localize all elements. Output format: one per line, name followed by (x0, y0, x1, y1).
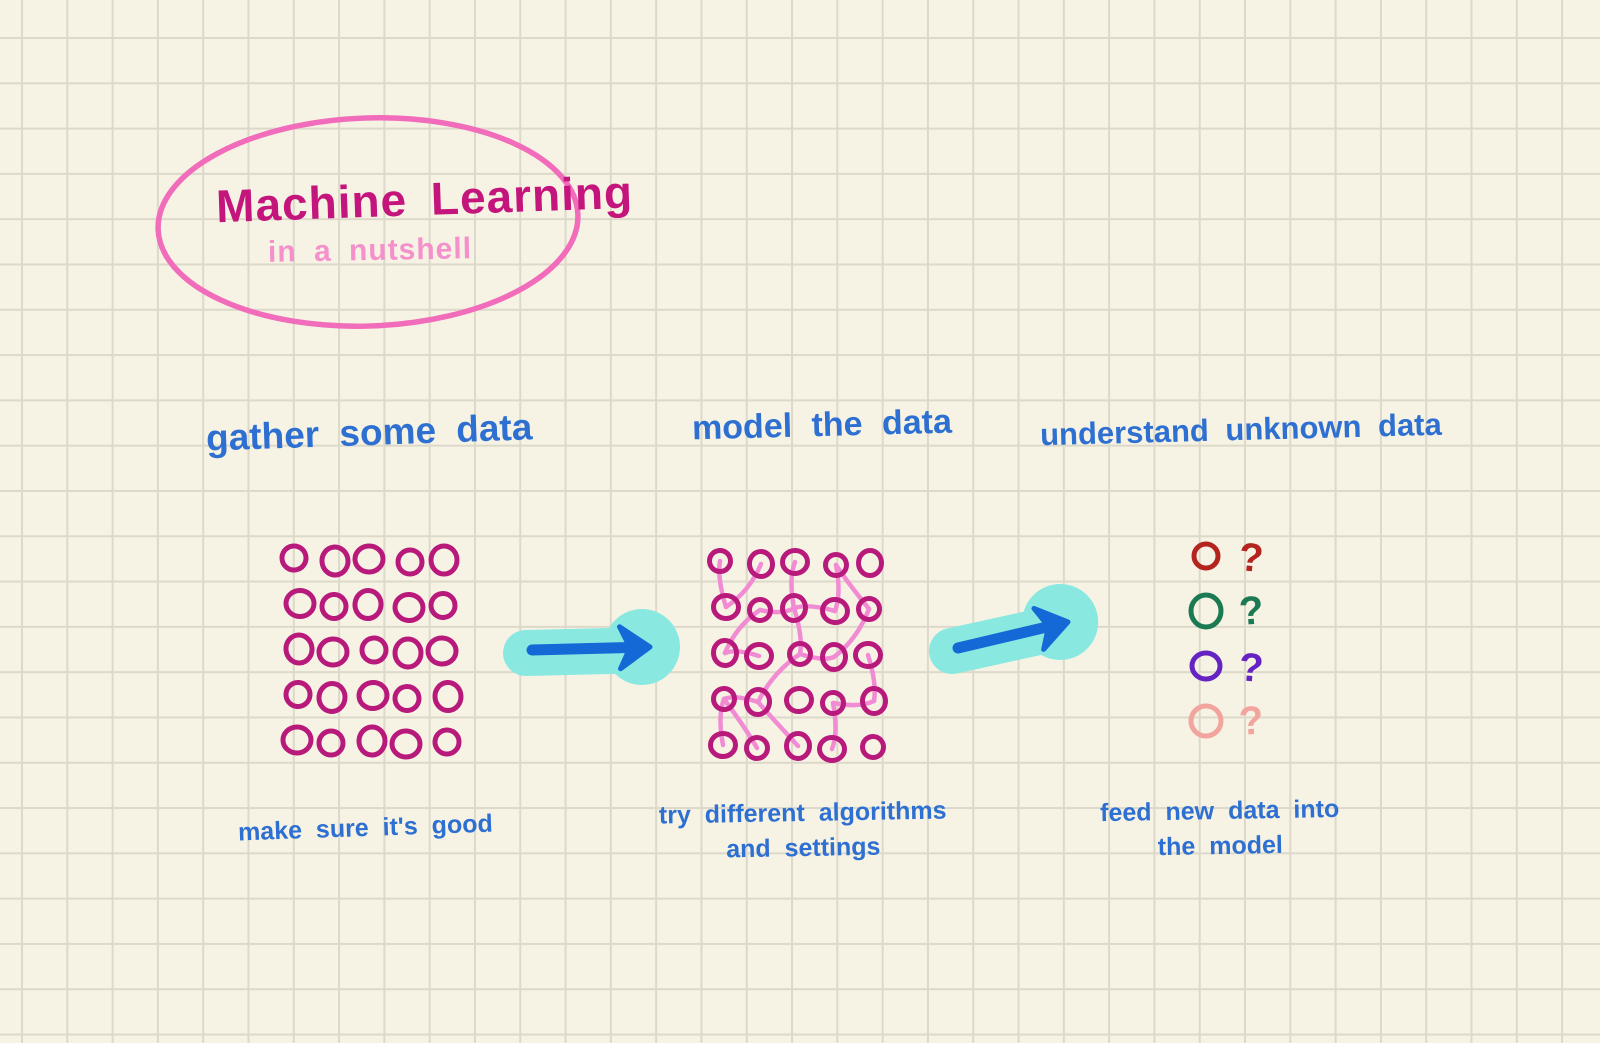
caption-line: feed new data into (1099, 794, 1340, 828)
network-edge (865, 652, 877, 704)
network-node (780, 547, 810, 577)
network-edge (791, 604, 838, 614)
network-node (860, 734, 886, 760)
question-mark: ? (1238, 698, 1265, 744)
question-mark: ? (1237, 645, 1265, 691)
data-point (352, 543, 386, 575)
data-point (319, 544, 351, 578)
unknown-circle (1188, 592, 1224, 630)
network-node (853, 640, 883, 670)
caption-line: the model (1157, 830, 1284, 862)
network-node (820, 596, 850, 626)
data-point (283, 587, 317, 620)
data-point (280, 724, 314, 756)
unknown-circle (1191, 541, 1221, 571)
network-edge (721, 695, 761, 705)
data-point (395, 547, 425, 577)
question-mark: ? (1238, 588, 1265, 634)
network-node (859, 686, 889, 716)
data-point (428, 591, 458, 620)
network-node (779, 593, 809, 623)
network-node (784, 685, 814, 715)
flow-arrow-shaft (526, 641, 640, 656)
network-edge (797, 651, 837, 661)
data-point (283, 632, 315, 666)
network-edge (833, 562, 872, 612)
unknown-circle (1189, 650, 1223, 682)
caption-line: try different algorithms (658, 796, 947, 830)
network-node (708, 730, 738, 760)
network-node (819, 642, 849, 672)
network-edge (755, 699, 801, 749)
network-node (746, 549, 776, 579)
network-node (710, 638, 740, 668)
network-edge (755, 651, 803, 705)
flow-arrow-head (616, 624, 653, 672)
network-node (856, 548, 884, 578)
network-edge (722, 649, 762, 659)
network-node (711, 592, 741, 622)
data-point (316, 728, 346, 758)
data-point (425, 635, 459, 667)
question-mark: ? (1237, 535, 1265, 581)
network-node (747, 597, 773, 623)
network-node (820, 690, 846, 716)
network-edge (791, 605, 803, 657)
network-node (711, 686, 737, 712)
data-point (356, 679, 390, 712)
network-node (817, 734, 847, 764)
network-node (743, 687, 773, 717)
caption-line: and settings (725, 832, 881, 864)
title-circle-outline (155, 115, 581, 329)
step-caption-model: try different algorithms and settings (647, 793, 958, 868)
page-subtitle: in a nutshell (267, 232, 473, 269)
network-node (707, 548, 733, 574)
data-point (279, 543, 309, 573)
data-point (392, 636, 424, 670)
network-edge (723, 561, 764, 610)
network-node (787, 641, 813, 667)
step-heading-model: model the data (691, 402, 953, 448)
network-edge (717, 558, 729, 610)
network-edge (757, 605, 797, 615)
data-point (319, 592, 349, 621)
network-edge (718, 696, 727, 748)
network-edge (829, 700, 838, 752)
data-point (352, 588, 384, 621)
unknown-circle (1188, 703, 1224, 739)
data-point (359, 635, 389, 665)
network-edge (789, 559, 798, 611)
data-point (432, 727, 462, 757)
data-point (283, 680, 313, 709)
data-point (316, 636, 350, 668)
network-node (856, 596, 882, 622)
data-point (428, 543, 460, 577)
network-node (744, 735, 770, 761)
network-edge (721, 696, 760, 751)
flow-arrow-shaft (952, 620, 1058, 654)
network-edge (831, 606, 872, 660)
data-point (316, 681, 348, 714)
network-node (744, 641, 774, 671)
data-point (432, 680, 464, 713)
network-node (823, 552, 849, 578)
network-edge (722, 607, 763, 656)
step-caption-understand: feed new data into the model (1089, 792, 1350, 867)
flow-arrow-head (1031, 605, 1071, 652)
data-point (392, 591, 426, 624)
data-point (392, 684, 422, 713)
data-point (389, 728, 423, 760)
network-node (783, 731, 813, 761)
data-point (356, 724, 388, 758)
network-edge (830, 698, 877, 708)
